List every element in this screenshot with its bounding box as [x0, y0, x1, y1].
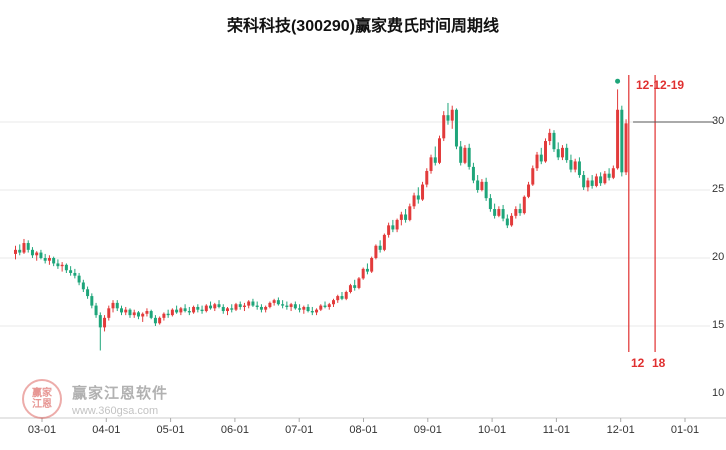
watermark-url: www.360gsa.com: [72, 404, 159, 417]
y-axis-label: 20: [712, 251, 725, 263]
x-axis-label: 10-01: [478, 424, 507, 436]
x-axis-label: 05-01: [156, 424, 185, 436]
cycle-bottom-label-1: 12: [631, 356, 645, 370]
x-axis-label: 08-01: [349, 424, 378, 436]
logo-text-top: 赢家: [32, 387, 52, 399]
x-axis-label: 12-01: [606, 424, 635, 436]
watermark-name: 赢家江恩软件: [72, 384, 169, 402]
cycle-date-label: 12-12-19: [636, 78, 685, 92]
watermark-text: 赢家江恩软件 www.360gsa.com: [72, 382, 168, 417]
x-axis-label: 04-01: [92, 424, 121, 436]
y-axis-label: 15: [712, 319, 725, 331]
x-axis-label: 09-01: [413, 424, 442, 436]
y-axis-label: 25: [712, 183, 725, 195]
watermark: 赢家 江恩 赢家江恩软件 www.360gsa.com: [22, 379, 168, 419]
page-title: 荣科科技(300290)赢家费氏时间周期线: [226, 18, 500, 35]
y-axis-label: 30: [712, 115, 725, 127]
yingjia-seal-icon: 赢家 江恩: [22, 379, 62, 419]
x-axis-label: 03-01: [27, 424, 57, 436]
logo-text-bottom: 江恩: [32, 399, 52, 410]
y-axis-label: 10: [712, 387, 725, 399]
x-axis-label: 11-01: [542, 424, 571, 436]
x-axis-label: 07-01: [285, 424, 314, 436]
x-axis-label: 06-01: [220, 424, 249, 436]
cycle-bottom-label-2: 18: [652, 356, 666, 370]
x-axis-label: 01-01: [670, 424, 700, 436]
